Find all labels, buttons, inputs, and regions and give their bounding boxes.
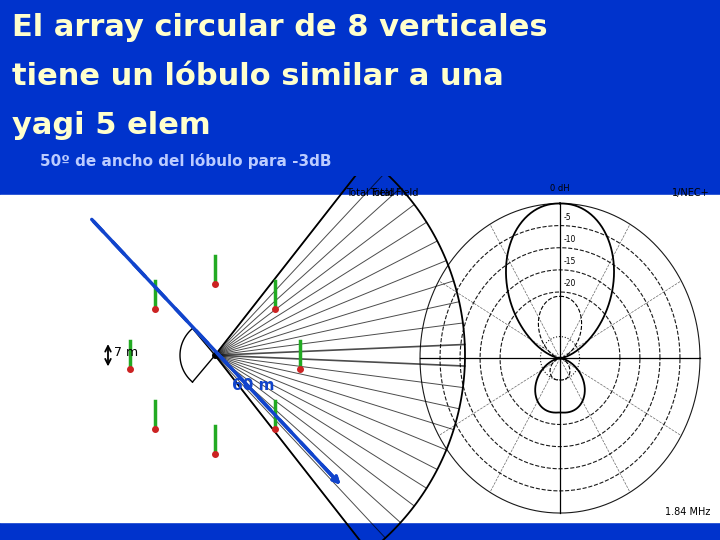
Text: -20: -20	[564, 279, 577, 288]
Text: 7 m: 7 m	[114, 346, 138, 359]
Polygon shape	[0, 0, 36, 274]
Text: -5: -5	[564, 213, 572, 221]
Text: -10: -10	[564, 235, 577, 244]
Text: 50º de ancho del lóbulo para -3dB: 50º de ancho del lóbulo para -3dB	[40, 153, 331, 170]
Text: tiene un lóbulo similar a una: tiene un lóbulo similar a una	[12, 62, 504, 91]
Text: 1/NEC+: 1/NEC+	[672, 188, 710, 199]
Text: -15: -15	[564, 257, 577, 266]
Text: 0 dH: 0 dH	[550, 185, 570, 193]
Text: 1.84 MHz: 1.84 MHz	[665, 507, 710, 517]
Text: El array circular de 8 verticales: El array circular de 8 verticales	[12, 13, 548, 42]
Text: yagi 5 elem: yagi 5 elem	[12, 111, 211, 140]
Text: Total Field: Total Field	[370, 188, 418, 199]
Text: 60 m: 60 m	[232, 378, 274, 393]
Text: Total Field: Total Field	[346, 188, 394, 199]
